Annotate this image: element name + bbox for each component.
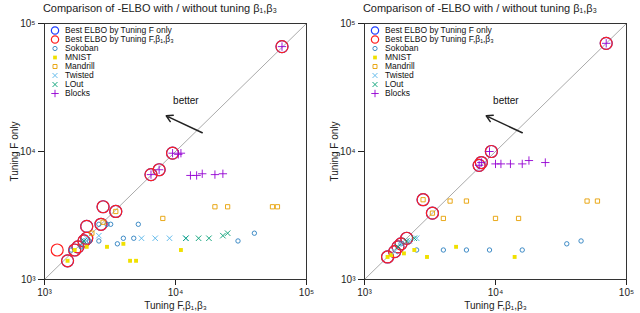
svg-text:10⁴: 10⁴ — [20, 146, 35, 157]
html-text:Best ELBO by Tuning F,β₁,β₃: Best ELBO by Tuning F,β₁,β₃ — [385, 34, 494, 44]
svg-text:better: better — [173, 95, 199, 106]
html-text:MNIST: MNIST — [65, 52, 92, 62]
svg-text:10⁵: 10⁵ — [299, 287, 314, 298]
html-text:Mandrill: Mandrill — [65, 61, 95, 71]
svg-text:10³: 10³ — [21, 274, 36, 285]
svg-text:10⁴: 10⁴ — [488, 287, 503, 298]
html-text:Comparison of -ELBO with / wit: Comparison of -ELBO with / without tunin… — [42, 2, 278, 14]
svg-text:10³: 10³ — [37, 287, 52, 298]
html-text:LOut: LOut — [385, 79, 404, 89]
html-text:MNIST: MNIST — [385, 52, 412, 62]
svg-text:10⁵: 10⁵ — [20, 18, 35, 29]
html-text:Best ELBO by Tuning F only: Best ELBO by Tuning F only — [385, 25, 492, 35]
html-text:Sokoban: Sokoban — [385, 43, 419, 53]
html-text:Best ELBO by Tuning F only: Best ELBO by Tuning F only — [65, 25, 172, 35]
html-text:Best ELBO by Tuning F,β₁,β₃: Best ELBO by Tuning F,β₁,β₃ — [65, 34, 174, 44]
html-text:Twisted: Twisted — [65, 70, 94, 80]
svg-text:10³: 10³ — [357, 287, 372, 298]
html-text:Twisted: Twisted — [385, 70, 414, 80]
html-text:Sokoban: Sokoban — [65, 43, 99, 53]
svg-text:Tuning F,β₁,β₃: Tuning F,β₁,β₃ — [144, 300, 207, 311]
svg-text:Tuning F,β₁,β₃: Tuning F,β₁,β₃ — [464, 300, 527, 311]
svg-text:Tuning F only: Tuning F only — [9, 121, 20, 181]
svg-text:10⁴: 10⁴ — [340, 146, 355, 157]
html-text:LOut: LOut — [65, 79, 84, 89]
svg-text:better: better — [493, 95, 519, 106]
html-text:Blocks: Blocks — [385, 88, 410, 98]
svg-text:10³: 10³ — [341, 274, 356, 285]
html-text:Blocks: Blocks — [65, 88, 90, 98]
html-text:Mandrill: Mandrill — [385, 61, 415, 71]
svg-text:10⁵: 10⁵ — [340, 18, 355, 29]
svg-text:10⁴: 10⁴ — [168, 287, 183, 298]
svg-text:Tuning F only: Tuning F only — [329, 121, 340, 181]
svg-text:10⁵: 10⁵ — [619, 287, 634, 298]
html-text:Comparison of -ELBO with / wit: Comparison of -ELBO with / without tunin… — [362, 2, 598, 14]
